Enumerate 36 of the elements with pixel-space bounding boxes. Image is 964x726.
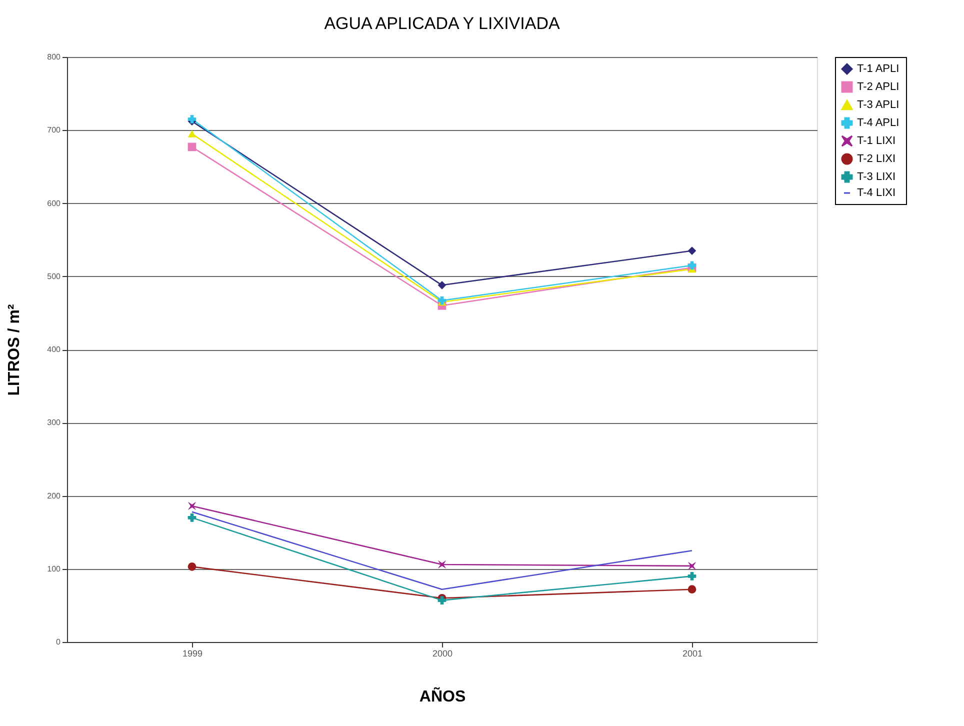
point [688,572,696,580]
y-tick-label: 700 [47,126,62,135]
legend-label: T-1 APLI [857,63,900,75]
y-tick-label: 800 [47,52,62,62]
legend-label: T-2 LIXI [857,153,896,165]
legend-label: T-3 LIXI [857,171,896,183]
legend-label: T-4 LIXI [857,187,896,199]
y-tick-label: 600 [47,198,62,208]
y-tick-label: 300 [47,418,62,428]
x-axis-title: AÑOS [419,686,466,706]
point [688,585,696,594]
chart-title: AGUA APLICADA Y LIXIVIADA [324,14,560,33]
x-tick-label: 2001 [682,648,703,658]
y-tick-label: 100 [47,564,62,574]
x-tick-label: 1999 [182,648,203,658]
point [438,560,446,569]
y-axis-title: LITROS / m² [6,304,24,396]
point [688,562,696,570]
point [438,280,446,290]
legend-label: T-2 APLI [857,81,900,93]
legend-label: T-4 APLI [857,117,900,129]
x-tick-label: 2000 [432,648,453,658]
point [188,502,196,510]
point [438,596,446,604]
y-tick-label: 200 [47,491,62,500]
point [188,514,196,522]
point [188,130,196,138]
point [188,114,196,124]
y-tick-label: 0 [56,638,62,646]
legend-label: T-1 LIXI [857,135,896,147]
point [688,246,696,255]
point [188,562,196,571]
y-tick-label: 400 [47,345,62,354]
y-tick-label: 500 [47,272,62,281]
legend-label: T-3 APLI [857,99,900,111]
point [188,142,196,152]
